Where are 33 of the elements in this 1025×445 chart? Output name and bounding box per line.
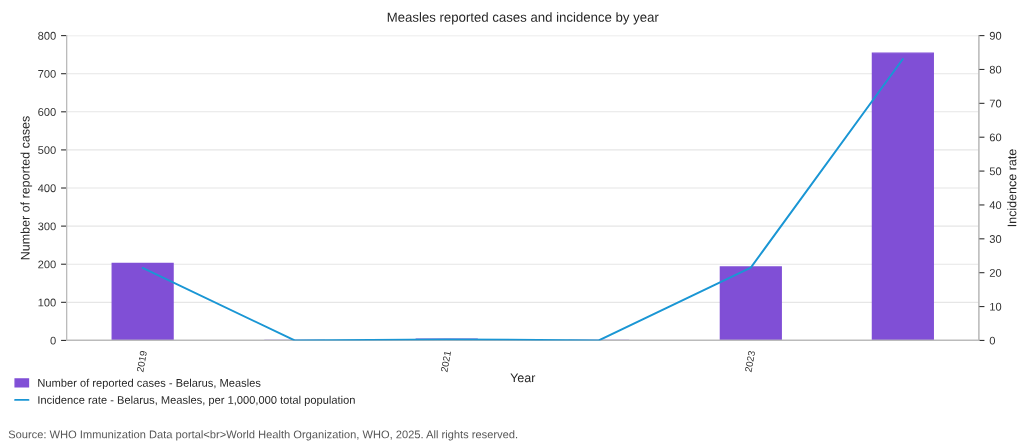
bar [111,262,174,341]
bar [871,52,934,341]
y2-axis-title: Incidence rate [1007,149,1017,227]
y-tick-label: 400 [37,184,56,193]
y2-tick-label: 70 [989,99,1002,108]
y2-tick-label: 40 [989,201,1002,210]
y2-tick-label: 30 [989,235,1002,243]
y-tick-label: 200 [38,260,56,269]
x-tick-label: 2023 [744,350,756,373]
y2-tick-label: 60 [989,133,1002,142]
y2-tick-label: 90 [989,31,1002,40]
legend-label: Incidence rate - Belarus, Measles, per 1,000,000 total population [38,395,355,407]
y-tick-label: 500 [38,146,56,155]
y-axis-title: Number of reported cases [20,116,33,260]
y-tick-label: 0 [50,336,56,345]
y2-tick-label: 50 [989,167,1002,176]
chart-title: Measles reported cases and incidence by year [387,12,659,25]
y2-tick-label: 80 [989,65,1002,74]
x-axis-title: Year [510,373,536,383]
y-tick-label: 800 [38,31,56,40]
y2-tick-label: 0 [989,336,996,345]
bar [719,266,782,341]
legend-label: Number of reported cases - Belarus, Measles [38,378,261,390]
x-tick-label: 2021 [440,350,452,373]
y2-tick-label: 10 [990,302,1002,311]
y-tick-label: 100 [38,298,56,307]
y-tick-label: 600 [38,108,56,116]
y-tick-label: 300 [38,222,56,231]
y2-tick-label: 20 [989,268,1002,277]
line-series [141,58,904,341]
x-tick-label: 2019 [136,350,148,373]
y-tick-label: 700 [38,69,56,78]
source-note: Source: WHO Immunization Data portal<br>World Health Organization, WHO, 2025. All rights reserved. [8,430,518,441]
